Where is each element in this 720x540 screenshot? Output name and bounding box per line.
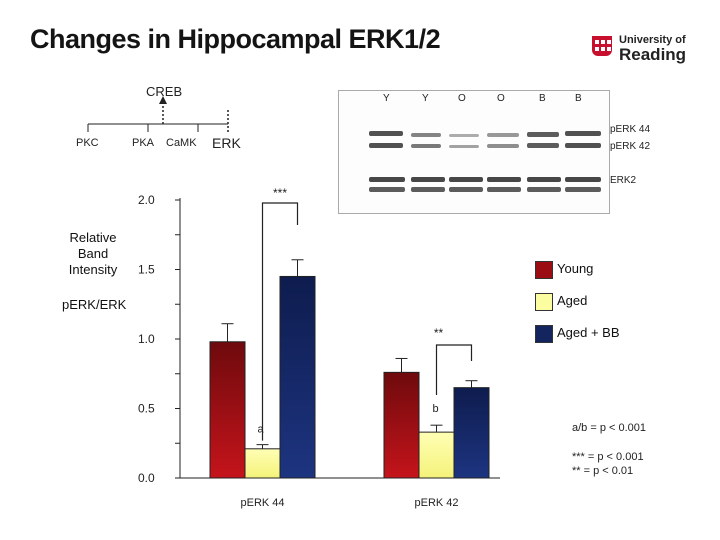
pathway-lines [87,96,229,134]
y-tick-label: 0.0 [138,471,155,485]
x-tick-label: pERK 42 [414,497,458,509]
university-logo: University of Reading [592,34,692,66]
bar [244,448,281,479]
legend-label-aged: Aged [557,293,588,308]
crest-icon [592,36,612,56]
lane-label: Y [422,93,429,104]
significance-label: *** [273,186,287,200]
blot-bands [369,131,601,192]
bar [209,341,246,479]
note-two-star: ** = p < 0.01 [572,465,634,477]
y-axis-title: Relative Band Intensity [68,230,118,277]
significance-bracket [261,202,299,441]
y-tick-label: 2.0 [138,193,155,207]
legend-swatch-young [535,261,553,279]
lane-label: B [539,93,546,104]
significance-label: ** [434,326,444,340]
creb-label: CREB [146,84,183,99]
western-blot-panel: Y Y O O B B [338,90,610,214]
bar [279,275,316,479]
legend-label-young: Young [557,261,594,276]
pathway-diagram: CREB PKC PKA CaMK ERK [68,74,318,162]
erk-label: ERK [212,135,241,151]
band-label-perk42: pERK 42 [610,141,651,152]
legend-swatch-aged [535,293,553,311]
letter-b: b [432,403,438,415]
logo-line2: Reading [619,45,687,64]
lane-label: O [458,93,466,104]
camk-label: CaMK [166,137,197,149]
y-tick-label: 1.0 [138,332,155,346]
y-axis-subtitle: pERK/ERK [62,297,127,312]
note-ab: a/b = p < 0.001 [572,422,647,434]
pka-label: PKA [132,137,155,149]
legend-swatch-aged-bb [535,325,553,343]
pkc-label: PKC [76,137,99,149]
slide-title: Changes in Hippocampal ERK1/2 [30,24,441,54]
logo-line1: University of [619,34,686,46]
band-label-perk44: pERK 44 [610,124,651,135]
note-three-star: *** = p < 0.001 [572,451,644,463]
y-tick-label: 0.5 [138,402,155,416]
y-tick-label: 1.5 [138,263,155,277]
significance-bracket [435,344,473,395]
letter-a: a [257,424,264,436]
lane-label: Y [383,93,390,104]
bar [383,371,420,479]
lane-label: B [575,93,582,104]
bar [418,431,455,479]
legend-label-aged-bb: Aged + BB [557,325,620,340]
x-tick-label: pERK 44 [240,497,284,509]
bar [453,387,490,479]
lane-label: O [497,93,505,104]
band-label-erk2: ERK2 [610,175,637,186]
